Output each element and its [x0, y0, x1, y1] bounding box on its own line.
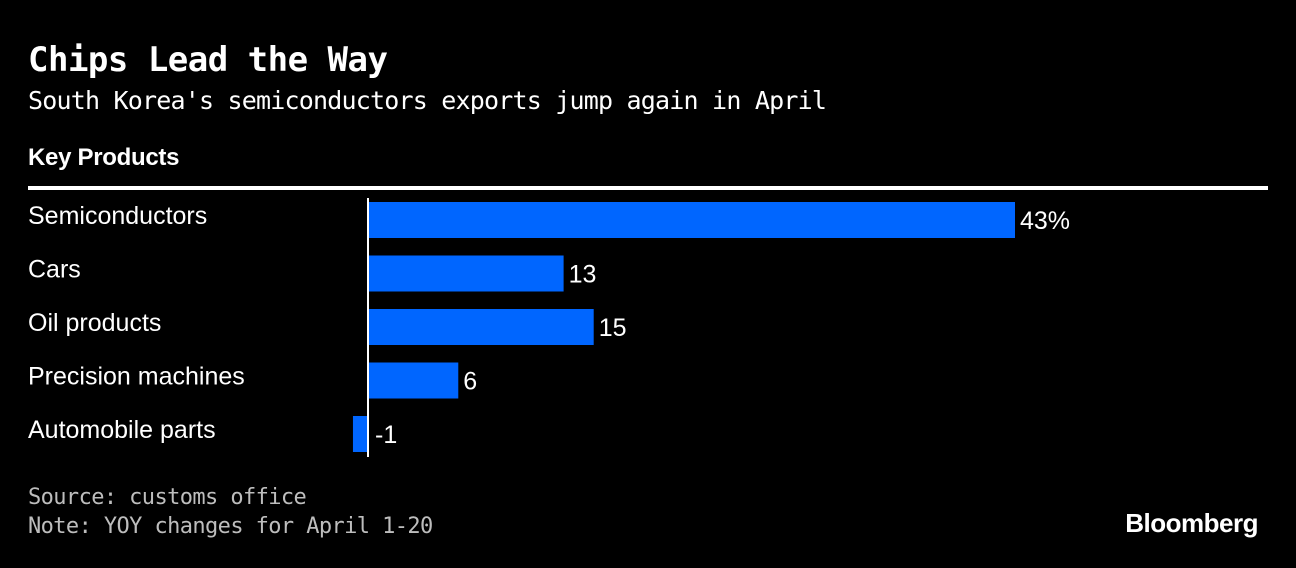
- data-label: -1: [375, 421, 397, 449]
- category-label: Oil products: [28, 309, 161, 337]
- bar: [368, 255, 564, 292]
- category-label: Precision machines: [28, 363, 245, 391]
- data-label: 13: [569, 261, 597, 289]
- category-label: Cars: [28, 256, 81, 284]
- data-label: 15: [599, 314, 627, 342]
- chart-subtitle: South Korea's semiconductors exports jum…: [28, 86, 827, 115]
- bar: [368, 202, 1015, 238]
- bar: [368, 362, 459, 399]
- column-header: Key Products: [28, 144, 180, 171]
- category-label: Semiconductors: [28, 202, 207, 230]
- category-label: Automobile parts: [28, 416, 216, 444]
- bar: [352, 416, 368, 452]
- header-rule: [28, 186, 1268, 190]
- chart-title: Chips Lead the Way: [28, 40, 388, 80]
- source-text: Source: customs office: [28, 485, 307, 510]
- note-text: Note: YOY changes for April 1-20: [28, 514, 433, 539]
- data-label: 6: [463, 368, 477, 396]
- data-label: 43%: [1020, 207, 1070, 235]
- bloomberg-logo: Bloomberg: [1125, 508, 1258, 538]
- bar: [368, 309, 594, 345]
